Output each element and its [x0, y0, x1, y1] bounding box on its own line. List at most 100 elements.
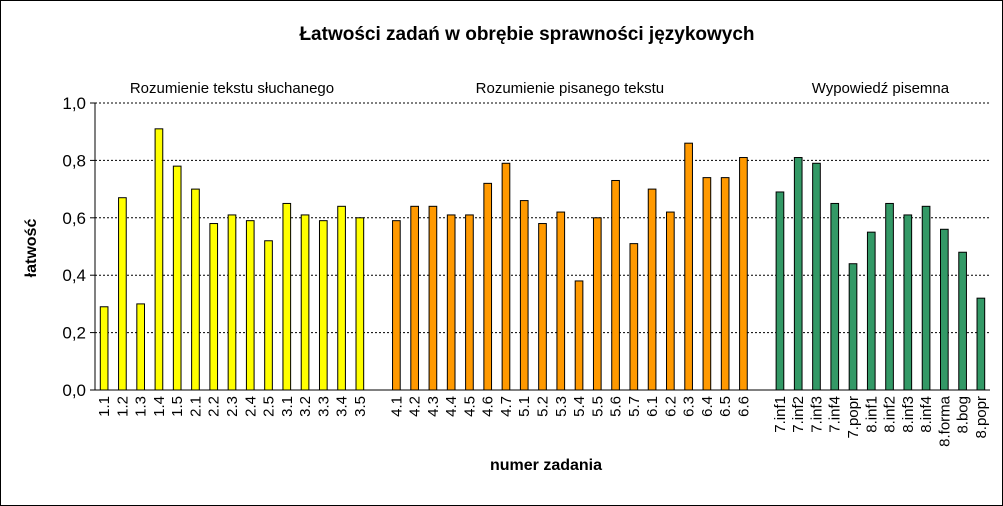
section-label: Rozumienie pisanego tekstu — [476, 80, 664, 97]
x-tick-label: 2.3 — [224, 396, 241, 417]
bar — [958, 251, 967, 391]
x-tick-label: 4.7 — [498, 396, 515, 417]
bar — [812, 162, 821, 391]
y-tick-label: 0,4 — [62, 266, 86, 285]
bar — [118, 197, 127, 391]
bar — [903, 214, 913, 391]
bar — [172, 165, 182, 391]
x-tick-label: 3.1 — [279, 396, 296, 417]
bar — [282, 202, 292, 391]
x-tick-label: 3.2 — [297, 396, 314, 417]
chart-title: Łatwości zadań w obrębie sprawności języ… — [299, 24, 754, 45]
x-tick-label: 1.1 — [96, 396, 113, 417]
x-tick-label: 7.inf4 — [827, 396, 844, 433]
bar — [702, 177, 712, 391]
section-label: Rozumienie tekstu słuchanego — [130, 80, 334, 97]
bar — [264, 240, 273, 391]
x-tick-label: 5.2 — [535, 396, 552, 417]
x-tick-label: 1.2 — [114, 396, 131, 417]
y-axis-label: łatwość — [23, 219, 40, 278]
x-tick-label: 4.6 — [480, 396, 497, 417]
bar — [136, 303, 145, 391]
bar — [245, 220, 255, 391]
y-tick-label: 0,8 — [62, 151, 86, 170]
bar — [428, 205, 438, 391]
x-tick-label: 3.5 — [352, 396, 369, 417]
y-tick-label: 1,0 — [62, 94, 86, 113]
x-tick-label: 3.3 — [315, 396, 332, 417]
bar — [647, 188, 657, 391]
x-tick-label: 8.forma — [936, 395, 953, 447]
bar — [446, 214, 456, 391]
y-tick-label: 0,0 — [62, 381, 86, 400]
x-tick-label: 1.4 — [151, 396, 168, 417]
bar — [191, 188, 200, 391]
x-tick-label: 7.inf2 — [790, 396, 807, 433]
x-tick-label: 5.5 — [589, 396, 606, 417]
bar — [866, 231, 876, 391]
x-tick-label: 4.2 — [407, 396, 424, 417]
x-tick-label: 8.inf2 — [882, 396, 899, 433]
x-tick-label: 8.inf1 — [863, 396, 880, 433]
bar — [519, 200, 529, 391]
bar — [300, 214, 310, 391]
section-label: Wypowiedź pisemna — [812, 80, 950, 97]
bar — [940, 228, 949, 391]
bar — [538, 223, 547, 391]
x-tick-label: 6.5 — [717, 396, 734, 417]
y-tick-label: 0,6 — [62, 209, 86, 228]
x-tick-label: 1.5 — [169, 396, 186, 417]
x-tick-label: 8.bog — [955, 396, 972, 434]
x-tick-label: 4.3 — [425, 396, 442, 417]
x-tick-label: 3.4 — [334, 396, 351, 417]
bar — [209, 223, 219, 391]
labels: 0,00,20,40,60,81,01.1 1.2 1.3 1.4 1.5 2.1 2.2 2… — [62, 80, 990, 447]
x-tick-label: 6.3 — [681, 396, 698, 417]
x-tick-label: 6.2 — [662, 396, 679, 417]
y-tick-label: 0,2 — [62, 324, 86, 343]
x-tick-label: 2.5 — [261, 396, 278, 417]
x-tick-label: 8.inf3 — [900, 396, 917, 433]
bar — [629, 243, 639, 391]
x-tick-label: 6.4 — [699, 396, 716, 417]
x-tick-label: 5.7 — [626, 396, 643, 417]
x-tick-label: 5.6 — [608, 396, 625, 417]
bar — [666, 211, 675, 391]
x-tick-label: 8.popr — [973, 396, 990, 439]
bar — [684, 142, 693, 391]
bar — [885, 202, 894, 391]
bar — [410, 205, 419, 391]
bar — [337, 205, 346, 391]
gridlines — [95, 102, 990, 334]
bar — [99, 306, 109, 391]
x-tick-label: 4.1 — [388, 396, 405, 417]
bar — [483, 182, 493, 391]
axes — [90, 102, 990, 391]
x-tick-label: 8.inf4 — [918, 396, 935, 433]
bar — [227, 214, 237, 391]
bar — [392, 220, 401, 391]
bar — [592, 217, 602, 391]
bar — [720, 177, 730, 391]
x-tick-label: 4.4 — [443, 396, 460, 417]
bar — [611, 179, 620, 391]
x-tick-label: 4.5 — [461, 396, 478, 417]
bar — [318, 220, 328, 391]
x-tick-label: 7.inf3 — [808, 396, 825, 433]
bar — [574, 280, 584, 391]
bar — [154, 128, 164, 391]
x-tick-label: 5.3 — [553, 396, 570, 417]
bar — [830, 202, 840, 391]
bar — [501, 162, 511, 391]
bar — [775, 191, 785, 391]
x-axis-label: numer zadania — [490, 457, 602, 474]
bar — [976, 297, 986, 391]
x-tick-label: 2.2 — [206, 396, 223, 417]
bar — [848, 263, 858, 391]
x-tick-label: 7.popr — [845, 396, 862, 439]
bar — [793, 157, 803, 391]
x-tick-label: 1.3 — [133, 396, 150, 417]
bar — [355, 217, 365, 391]
